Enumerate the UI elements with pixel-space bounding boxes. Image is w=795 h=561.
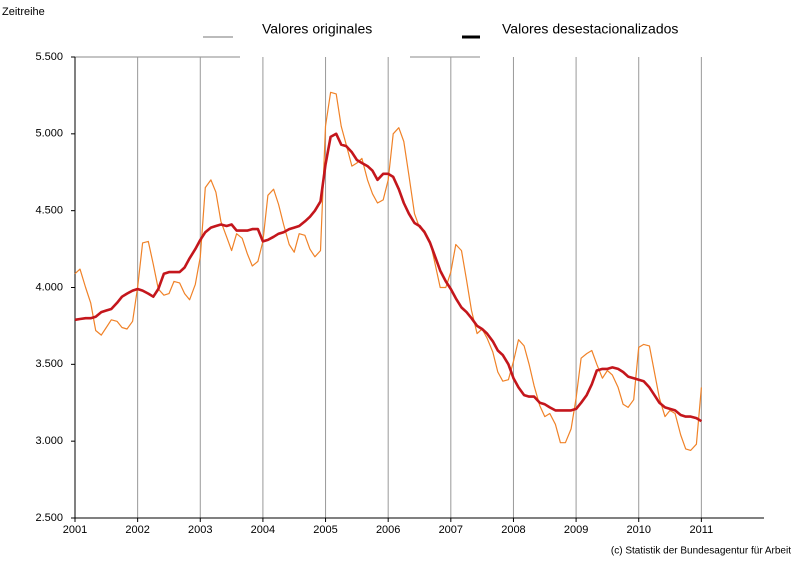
x-tick-label: 2007 <box>439 524 463 536</box>
x-tick-label: 2008 <box>501 524 525 536</box>
y-tick-label: 4.000 <box>35 281 63 293</box>
series-line <box>74 132 703 423</box>
x-tick-label: 2001 <box>63 524 87 536</box>
y-tick-label: 2.500 <box>35 512 63 524</box>
x-tick-label: 2009 <box>564 524 588 536</box>
legend-label: Valores desestacionalizados <box>502 21 678 37</box>
y-tick-label: 5.000 <box>35 128 63 140</box>
y-tick-label: 5.500 <box>35 51 63 63</box>
x-tick-label: 2005 <box>313 524 337 536</box>
y-tick-label: 3.000 <box>35 435 63 447</box>
x-tick-label: 2004 <box>251 524 275 536</box>
x-tick-label: 2011 <box>690 524 714 536</box>
legend-label: Valores originales <box>262 21 372 37</box>
y-tick-label: 3.500 <box>35 358 63 370</box>
y-tick-label: 4.500 <box>35 205 63 217</box>
x-tick-label: 2010 <box>626 524 650 536</box>
x-tick-label: 2003 <box>188 524 212 536</box>
chart-title: Zeitreihe <box>2 6 45 18</box>
series-line <box>74 91 702 451</box>
x-tick-label: 2002 <box>125 524 149 536</box>
x-tick-label: 2006 <box>376 524 400 536</box>
source: (c) Statistik der Bundesagentur für Arbe… <box>611 546 791 557</box>
